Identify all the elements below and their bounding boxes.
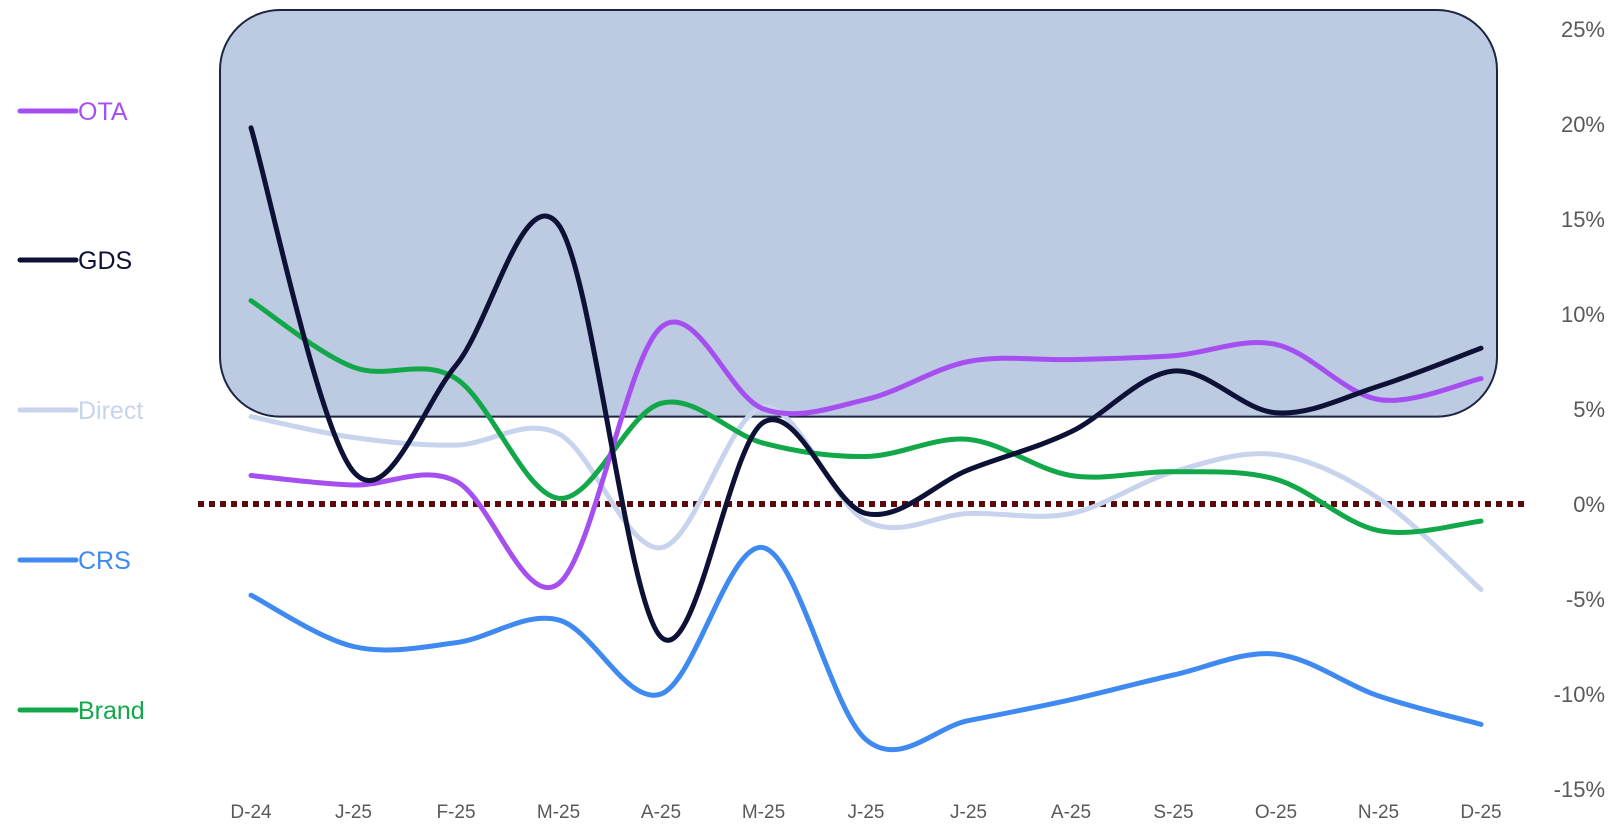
x-tick-label: D-25 (1460, 802, 1501, 823)
y-tick-label: 10% (1561, 302, 1605, 327)
y-tick-label: -5% (1566, 587, 1605, 612)
y-axis-ticks: 25% 20% 15% 10% 5% 0% -5% -10% -15% (1554, 17, 1605, 802)
highlight-band (219, 9, 1498, 418)
x-tick-label: A-25 (1051, 802, 1091, 823)
x-tick-label: N-25 (1358, 802, 1399, 823)
x-tick-label: M-25 (742, 802, 785, 823)
series-line-direct (248, 404, 1484, 592)
x-tick-label: D-24 (230, 802, 272, 823)
x-tick-label: O-25 (1255, 802, 1297, 823)
legend-label-ota: OTA (78, 98, 128, 126)
x-tick-label: M-25 (537, 802, 580, 823)
y-tick-label: 15% (1561, 207, 1605, 232)
x-tick-label: J-25 (848, 802, 885, 823)
y-tick-label: 5% (1573, 397, 1605, 422)
y-tick-label: 0% (1573, 492, 1605, 517)
x-axis-ticks: D-24 J-25 F-25 M-25 A-25 M-25 J-25 J-25 A-25 S-25… (230, 802, 1501, 823)
legend-label-crs: CRS (78, 547, 131, 575)
series-line-crs (248, 545, 1484, 753)
series-line-gds (248, 125, 1484, 643)
x-tick-label: F-25 (436, 802, 475, 823)
legend-label-direct: Direct (78, 397, 143, 425)
x-tick-label: J-25 (950, 802, 987, 823)
x-tick-label: A-25 (641, 802, 681, 823)
series-layer (248, 125, 1484, 753)
y-tick-label: -10% (1554, 682, 1605, 707)
legend-label-brand: Brand (78, 697, 145, 725)
series-line-brand (248, 298, 1484, 535)
x-tick-label: S-25 (1153, 802, 1193, 823)
y-tick-label: 20% (1561, 112, 1605, 137)
y-tick-label: 25% (1561, 17, 1605, 42)
y-tick-label: -15% (1554, 777, 1605, 802)
x-tick-label: J-25 (335, 802, 372, 823)
legend-label-gds: GDS (78, 247, 132, 275)
series-line-ota (248, 319, 1484, 590)
legend: OTA GDS Direct CRS Brand (17, 98, 145, 725)
